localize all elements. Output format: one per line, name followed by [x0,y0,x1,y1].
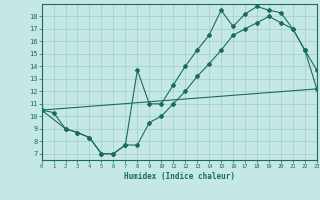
X-axis label: Humidex (Indice chaleur): Humidex (Indice chaleur) [124,172,235,181]
